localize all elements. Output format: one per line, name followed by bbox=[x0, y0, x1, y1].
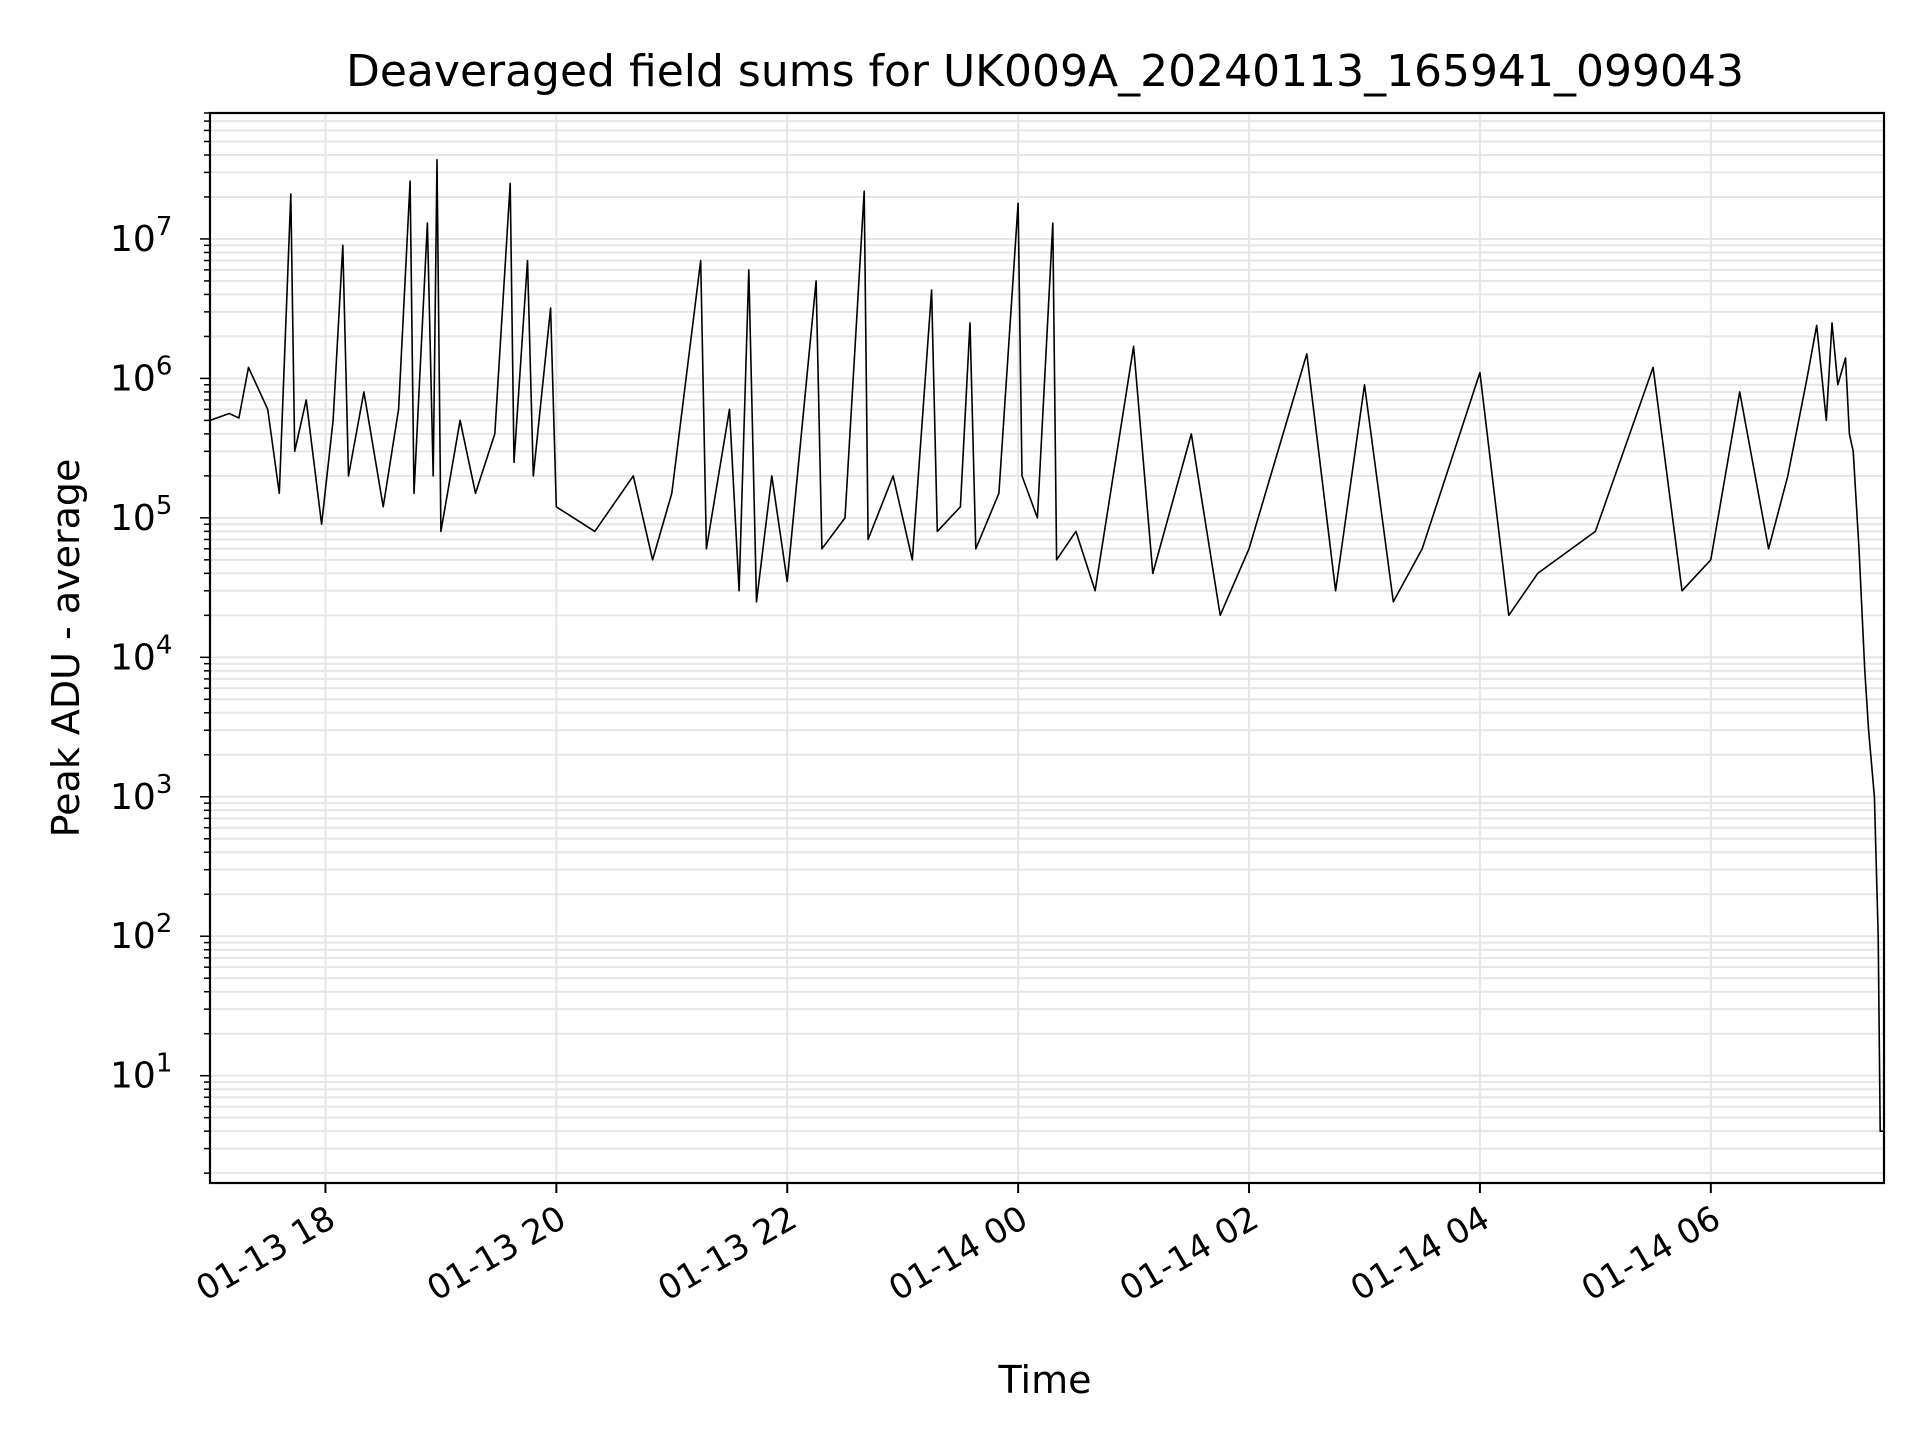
series-group bbox=[209, 158, 1884, 1132]
y-axis: 101 102 103 104 105 106 107 bbox=[110, 112, 210, 1174]
series-line-0 bbox=[209, 158, 1884, 1132]
y-tick-label: 103 bbox=[110, 770, 172, 818]
y-tick-label: 104 bbox=[110, 630, 172, 678]
chart-title: Deaveraged field sums for UK009A_2024011… bbox=[346, 46, 1744, 97]
grid bbox=[210, 112, 1884, 1183]
x-axis-label: Time bbox=[998, 1358, 1092, 1402]
y-tick-label: 105 bbox=[110, 491, 172, 539]
y-axis-label: Peak ADU - average bbox=[44, 459, 88, 838]
y-tick-label: 106 bbox=[110, 351, 172, 399]
plot-frame bbox=[208, 111, 1886, 1185]
y-tick-label: 101 bbox=[110, 1049, 172, 1097]
y-tick-label: 107 bbox=[110, 212, 172, 260]
y-tick-label: 102 bbox=[110, 909, 172, 957]
